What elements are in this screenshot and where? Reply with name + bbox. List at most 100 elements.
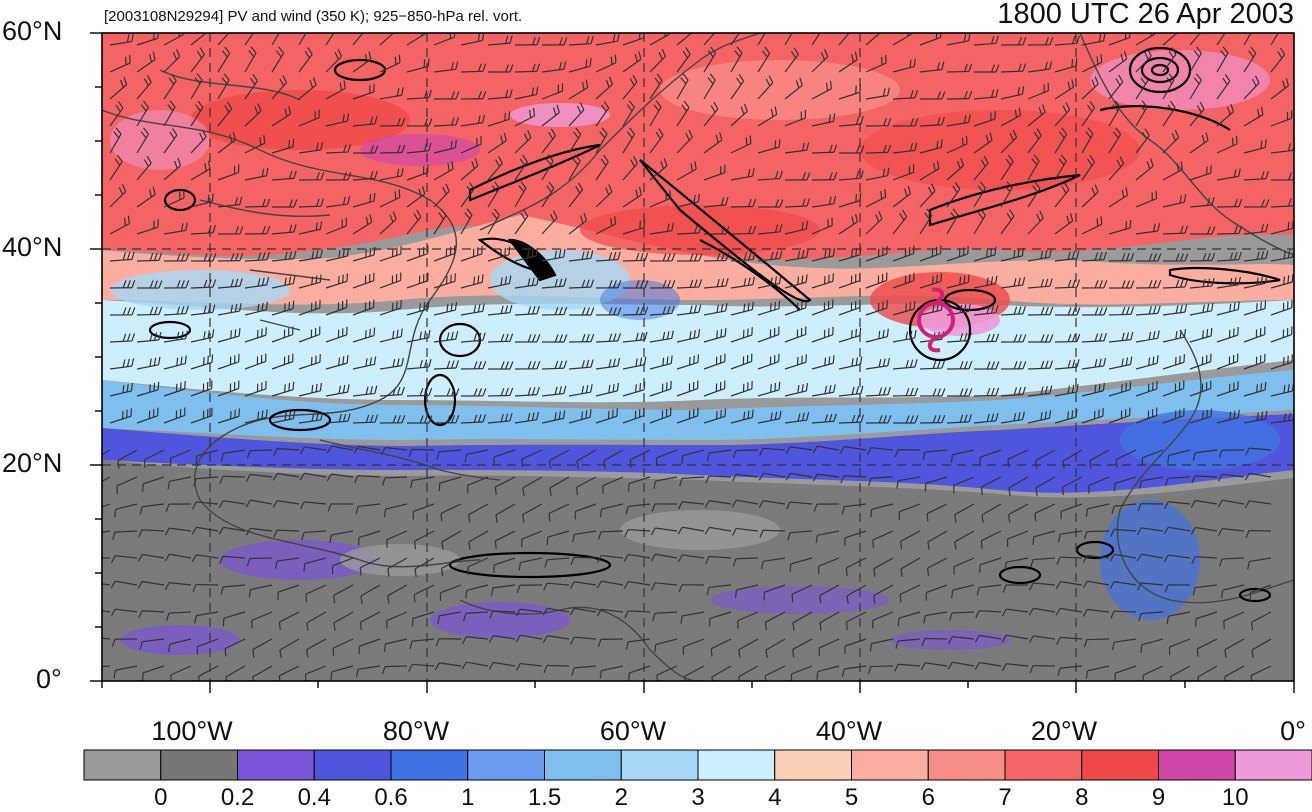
wind-barb bbox=[191, 287, 213, 288]
wind-barb-feather bbox=[150, 384, 151, 392]
wind-barb-feather bbox=[1126, 383, 1127, 391]
wind-barb-feather bbox=[764, 20, 769, 26]
wind-barb-feather bbox=[226, 25, 230, 32]
wind-barb-feather bbox=[590, 409, 591, 417]
lon-label-100w: 100°W bbox=[151, 716, 232, 747]
colorbar-swatch bbox=[545, 750, 622, 780]
wind-barb-feather bbox=[331, 672, 332, 680]
wind-barb-feather bbox=[925, 483, 926, 491]
wind-barb-feather bbox=[366, 249, 367, 257]
colorbar-swatch bbox=[1082, 750, 1159, 780]
wind-barb-feather bbox=[474, 277, 475, 285]
wind-barb-feather bbox=[1288, 275, 1289, 283]
wind-barb-feather bbox=[239, 328, 240, 336]
wind-barb-feather bbox=[293, 139, 294, 147]
wind-barb bbox=[515, 71, 537, 72]
wind-barb-feather bbox=[852, 330, 853, 338]
wind-barb-feather bbox=[1211, 409, 1212, 417]
wind-barb-feather bbox=[709, 618, 710, 626]
colorbar-swatch bbox=[1159, 750, 1236, 780]
wind-barb bbox=[1163, 233, 1185, 234]
colorbar-swatch bbox=[1005, 750, 1082, 780]
wind-barb-feather bbox=[1122, 384, 1123, 392]
wind-barb-feather bbox=[779, 301, 780, 309]
wind-barb-feather bbox=[962, 138, 963, 146]
wind-barb-feather bbox=[1076, 58, 1077, 66]
wind-barb-feather bbox=[266, 409, 267, 417]
wind-barb-feather bbox=[885, 189, 886, 197]
wind-barb-feather bbox=[333, 648, 334, 656]
wind-barb-feather bbox=[87, 535, 89, 543]
wind-barb-feather bbox=[235, 329, 236, 337]
wind-barb-feather bbox=[84, 608, 88, 615]
wind-barb bbox=[412, 449, 434, 450]
colorbar-swatch bbox=[161, 750, 238, 780]
wind-barb-feather bbox=[640, 221, 641, 229]
wind-barb-feather bbox=[347, 355, 348, 363]
wind-barb-feather bbox=[582, 412, 583, 420]
wind-barb-feather bbox=[906, 303, 907, 311]
wind-barb-feather bbox=[414, 595, 415, 603]
wind-barb bbox=[623, 260, 645, 261]
wind-barb-feather bbox=[304, 564, 305, 572]
wind-barb-feather bbox=[428, 301, 429, 309]
wind-barb bbox=[1114, 611, 1136, 612]
colorbar-label: 6 bbox=[922, 784, 935, 812]
wind-barb-feather bbox=[289, 302, 290, 310]
wind-barb-feather bbox=[1068, 411, 1069, 419]
wind-barb-feather bbox=[765, 676, 766, 684]
wind-barb-feather bbox=[1101, 54, 1102, 62]
colorbar-label: 9 bbox=[1152, 784, 1165, 812]
colorbar-swatch bbox=[468, 750, 545, 780]
wind-barb-feather bbox=[860, 328, 861, 336]
wind-barb bbox=[223, 476, 245, 477]
wind-barb-feather bbox=[881, 191, 882, 199]
wind-barb bbox=[137, 260, 159, 261]
wind-barb-feather bbox=[374, 193, 375, 201]
wind-barb-feather bbox=[399, 55, 400, 63]
colorbar-swatch bbox=[1235, 750, 1312, 780]
wind-barb-feather bbox=[439, 483, 440, 491]
wind-barb-feather bbox=[1153, 356, 1154, 364]
wind-barb-feather bbox=[682, 456, 683, 464]
wind-barb-feather bbox=[736, 24, 741, 31]
wind-barb bbox=[245, 206, 267, 207]
wind-barb-feather bbox=[611, 57, 612, 65]
colorbar-swatch bbox=[852, 750, 929, 780]
colorbar-label: 8 bbox=[1075, 784, 1088, 812]
wind-barb-feather bbox=[1130, 220, 1131, 228]
lon-label-40w: 40°W bbox=[816, 716, 882, 747]
wind-barb-feather bbox=[1097, 218, 1098, 226]
wind-barb-feather bbox=[644, 382, 645, 390]
wind-barb-feather bbox=[1126, 221, 1127, 229]
wind-barb-feather bbox=[1257, 303, 1258, 311]
wind-barb-feather bbox=[937, 141, 938, 149]
colorbar-label: 0.2 bbox=[221, 784, 254, 812]
colorbar-swatch bbox=[928, 750, 1005, 780]
wind-barb-feather bbox=[819, 648, 820, 656]
wind-barb-feather bbox=[320, 274, 321, 282]
wind-barb-feather bbox=[927, 514, 928, 522]
wind-barb bbox=[763, 530, 785, 531]
wind-barb bbox=[547, 665, 569, 666]
wind-barb-feather bbox=[1257, 384, 1258, 392]
wind-barb-feather bbox=[1076, 409, 1077, 417]
wind-barb-feather bbox=[910, 302, 911, 310]
wind-barb-feather bbox=[960, 277, 961, 285]
wind-barb bbox=[385, 477, 407, 478]
colorbar-swatch bbox=[391, 750, 468, 780]
wind-barb-feather bbox=[360, 568, 361, 576]
wind-barb-feather bbox=[279, 676, 280, 684]
wind-barb-feather bbox=[856, 329, 857, 337]
wind-barb-feather bbox=[196, 456, 197, 464]
wind-barb-feather bbox=[779, 382, 780, 390]
wind-barb bbox=[1109, 260, 1131, 261]
wind-barb-feather bbox=[806, 274, 807, 282]
wind-barb-feather bbox=[1072, 410, 1073, 418]
wind-barb-feather bbox=[395, 57, 396, 65]
wind-barb-feather bbox=[428, 58, 429, 66]
wind-barb-feather bbox=[712, 25, 716, 32]
wind-barb-feather bbox=[374, 247, 375, 255]
wind-barb-feather bbox=[779, 139, 780, 147]
wind-barb bbox=[1001, 71, 1023, 72]
